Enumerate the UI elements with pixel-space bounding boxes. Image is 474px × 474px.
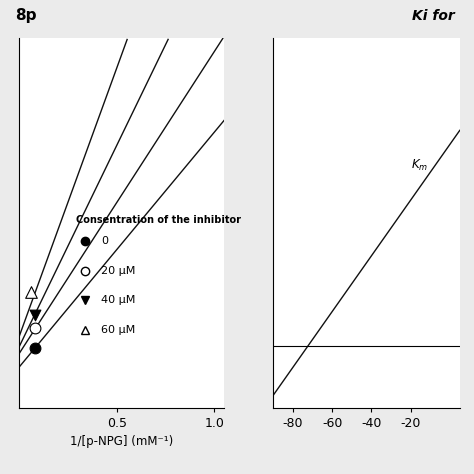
Text: 60 μM: 60 μM	[101, 325, 135, 335]
Text: 40 μM: 40 μM	[101, 295, 136, 305]
X-axis label: 1/[p-NPG] (mM⁻¹): 1/[p-NPG] (mM⁻¹)	[70, 435, 173, 448]
Text: 0: 0	[101, 236, 108, 246]
Text: $K_m$: $K_m$	[410, 158, 428, 173]
Point	[31, 345, 38, 352]
Text: 20 μM: 20 μM	[101, 266, 136, 276]
Text: Consentration of the inhibitor: Consentration of the inhibitor	[76, 215, 241, 225]
Text: 8p: 8p	[15, 8, 36, 23]
Text: Ki for: Ki for	[412, 9, 460, 23]
Point	[31, 311, 38, 319]
Point	[31, 325, 38, 332]
Point	[27, 288, 35, 296]
